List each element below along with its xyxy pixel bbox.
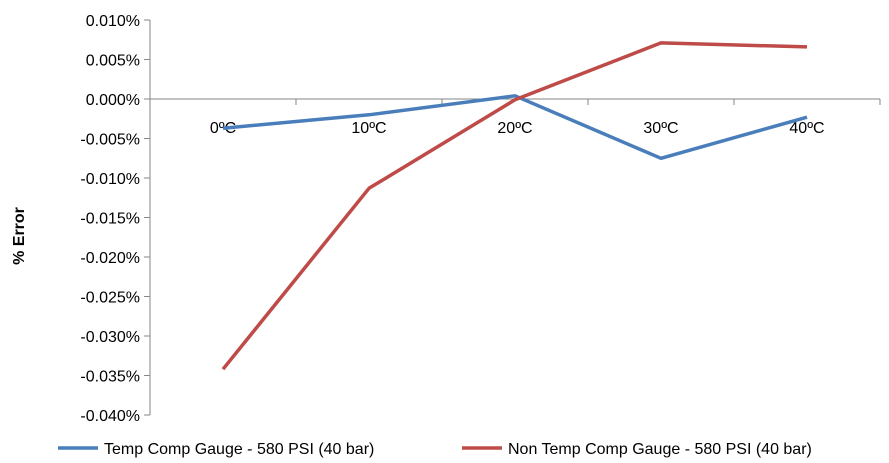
y-tick-label: -0.035% [80, 369, 140, 386]
y-tick-label: -0.020% [80, 250, 140, 267]
legend-label-1: Temp Comp Gauge - 580 PSI (40 bar) [104, 441, 374, 458]
y-tick-label: -0.005% [80, 132, 140, 149]
y-tick-label: 0.000% [86, 92, 140, 109]
legend-label-2: Non Temp Comp Gauge - 580 PSI (40 bar) [508, 441, 812, 458]
y-tick-label: -0.040% [80, 408, 140, 425]
y-tick-label: -0.010% [80, 171, 140, 188]
series-line-2 [221, 41, 808, 371]
y-tick-label: 0.005% [86, 53, 140, 70]
axes [149, 20, 880, 415]
x-tick-label: 30ºC [643, 120, 678, 137]
x-ticks: 0ºC 10ºC 20ºC 30ºC 40ºC [149, 99, 881, 137]
y-tick-label: -0.025% [80, 290, 140, 307]
y-tick-label: -0.030% [80, 329, 140, 346]
y-ticks: 0.010% 0.005% 0.000% -0.005% -0.010% -0.015% -… [80, 13, 150, 425]
y-tick-label: 0.010% [86, 13, 140, 30]
series-group [221, 41, 808, 371]
x-tick-label: 40ºC [789, 120, 824, 137]
y-axis-label: % Error [11, 207, 28, 265]
legend: Temp Comp Gauge - 580 PSI (40 bar) Non Te… [58, 441, 812, 458]
x-tick-label: 10ºC [351, 120, 386, 137]
x-tick-label: 20ºC [497, 120, 532, 137]
y-tick-label: -0.015% [80, 211, 140, 228]
x-tick-label: 0ºC [210, 120, 236, 137]
